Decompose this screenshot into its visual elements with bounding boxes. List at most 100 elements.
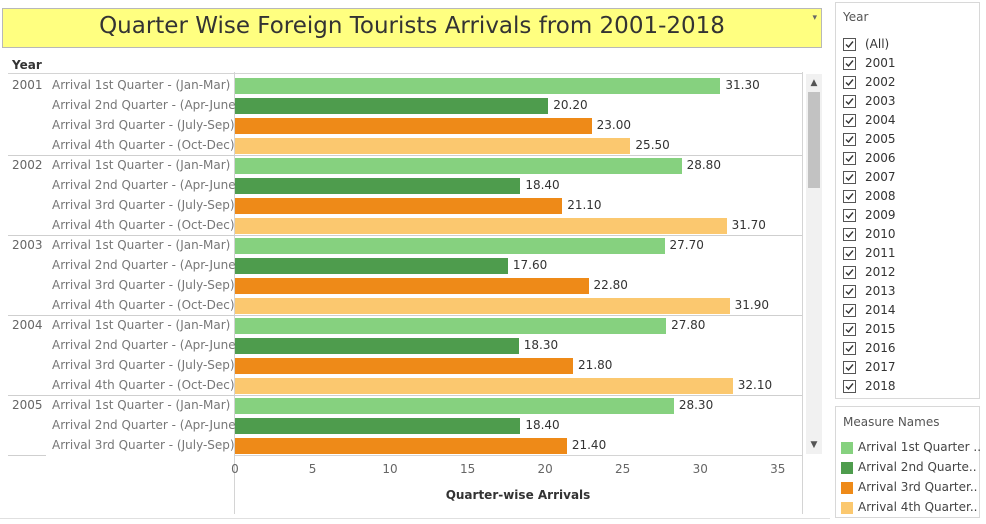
group-separator	[8, 455, 46, 456]
row-label: Arrival 1st Quarter - (Jan-Mar)	[52, 398, 231, 412]
checkbox[interactable]	[843, 304, 856, 317]
year-filter-label: 2003	[865, 94, 896, 108]
row-label: Arrival 4th Quarter - (Oct-Dec)	[52, 218, 235, 232]
checkbox[interactable]	[843, 76, 856, 89]
row-label: Arrival 2nd Quarter - (Apr-June)	[52, 338, 241, 352]
year-filter-label: 2013	[865, 284, 896, 298]
year-filter-label: 2009	[865, 208, 896, 222]
checkbox[interactable]	[843, 228, 856, 241]
bar-2003-q1[interactable]	[235, 238, 665, 254]
checkbox[interactable]	[843, 38, 856, 51]
year-filter-label: 2007	[865, 170, 896, 184]
checkbox[interactable]	[843, 247, 856, 260]
row-label: Arrival 3rd Quarter - (July-Sep)	[52, 198, 235, 212]
bar-2002-q3[interactable]	[235, 198, 563, 214]
bar-2001-q3[interactable]	[235, 118, 592, 134]
row-label: Arrival 4th Quarter - (Oct-Dec)	[52, 378, 235, 392]
row-label: Arrival 2nd Quarter - (Apr-June)	[52, 178, 241, 192]
legend-label: Arrival 4th Quarter..	[858, 500, 978, 514]
year-filter-label: 2001	[865, 56, 896, 70]
year-filter-label: 2015	[865, 322, 896, 336]
year-filter-label: 2017	[865, 360, 896, 374]
chart-scrollbar[interactable]: ▲ ▼	[806, 74, 822, 454]
bar-2001-q1[interactable]	[235, 78, 721, 94]
row-label: Arrival 4th Quarter - (Oct-Dec)	[52, 298, 235, 312]
checkbox[interactable]	[843, 380, 856, 393]
bar-2003-q3[interactable]	[235, 278, 589, 294]
checkbox[interactable]	[843, 171, 856, 184]
bar-value-label: 25.50	[635, 138, 670, 152]
bar-2004-q1[interactable]	[235, 318, 667, 334]
bar-2004-q4[interactable]	[235, 378, 733, 394]
group-separator	[8, 315, 802, 316]
bar-2005-q3[interactable]	[235, 438, 567, 454]
checkbox[interactable]	[843, 209, 856, 222]
plot-right-border	[802, 72, 803, 514]
scroll-thumb[interactable]	[808, 92, 820, 188]
checkbox[interactable]	[843, 95, 856, 108]
checkbox[interactable]	[843, 342, 856, 355]
bar-value-label: 31.30	[725, 78, 760, 92]
checkbox[interactable]	[843, 152, 856, 165]
bar-2002-q4[interactable]	[235, 218, 727, 234]
bar-value-label: 32.10	[737, 378, 773, 392]
legend-label: Arrival 3rd Quarter..	[858, 480, 978, 494]
checkbox[interactable]	[843, 190, 856, 203]
row-label: Arrival 3rd Quarter - (July-Sep)	[52, 358, 235, 372]
bar-2004-q2[interactable]	[235, 338, 519, 354]
year-filter-label: 2006	[865, 151, 896, 165]
checkbox[interactable]	[843, 57, 856, 70]
bar-value-label: 27.80	[671, 318, 706, 332]
scroll-up-icon[interactable]: ▲	[810, 78, 818, 88]
row-label: Arrival 2nd Quarter - (Apr-June)	[52, 418, 241, 432]
chart-bottom-border	[0, 518, 830, 519]
x-tick-label: 10	[382, 462, 398, 476]
bar-2002-q1[interactable]	[235, 158, 682, 174]
year-label-2003: 2003	[12, 238, 43, 252]
bar-2004-q3[interactable]	[235, 358, 574, 374]
checkbox[interactable]	[843, 323, 856, 336]
year-filter-label: 2002	[865, 75, 896, 89]
row-label: Arrival 1st Quarter - (Jan-Mar)	[52, 318, 231, 332]
bar-value-label: 28.80	[686, 158, 721, 172]
bar-2003-q2[interactable]	[235, 258, 508, 274]
x-tick-label: 5	[308, 462, 317, 476]
row-label: Arrival 1st Quarter - (Jan-Mar)	[52, 78, 231, 92]
legend-swatch	[841, 502, 853, 514]
legend-panel: Measure Names Arrival 1st Quarter .. Arri…	[835, 406, 981, 518]
bar-2001-q2[interactable]	[235, 98, 549, 114]
bar-2005-q1[interactable]	[235, 398, 674, 414]
year-filter-label: 2011	[865, 246, 896, 260]
bar-value-label: 21.40	[571, 438, 607, 452]
bar-2005-q2[interactable]	[235, 418, 521, 434]
row-header-year: Year	[12, 58, 42, 72]
group-separator	[8, 395, 802, 396]
checkbox[interactable]	[843, 361, 856, 374]
checkbox[interactable]	[843, 133, 856, 146]
year-label-2002: 2002	[12, 158, 43, 172]
bar-2001-q4[interactable]	[235, 138, 631, 154]
bar-value-label: 21.80	[578, 358, 613, 372]
x-axis-line	[234, 455, 802, 456]
bar-value-label: 31.70	[731, 218, 766, 232]
x-tick-label: 30	[692, 462, 708, 476]
scroll-down-icon[interactable]: ▼	[810, 440, 818, 450]
checkbox[interactable]	[843, 114, 856, 127]
row-label: Arrival 2nd Quarter - (Apr-June)	[52, 258, 241, 272]
year-filter-label: 2014	[865, 303, 896, 317]
title-menu-icon[interactable]: ▾	[812, 13, 817, 23]
bar-value-label: 28.30	[678, 398, 714, 412]
bar-2003-q4[interactable]	[235, 298, 730, 314]
chart-title: Quarter Wise Foreign Tourists Arrivals f…	[99, 13, 725, 39]
x-axis-title: Quarter-wise Arrivals	[445, 488, 591, 502]
row-label: Arrival 2nd Quarter - (Apr-June)	[52, 98, 241, 112]
checkbox[interactable]	[843, 266, 856, 279]
year-filter-label: 2005	[865, 132, 896, 146]
bar-value-label: 18.40	[525, 418, 560, 432]
x-tick-label: 15	[459, 462, 476, 476]
legend-title: Measure Names	[843, 415, 940, 429]
bar-2002-q2[interactable]	[235, 178, 521, 194]
x-tick-label: 0	[231, 462, 239, 476]
chart-title-box: Quarter Wise Foreign Tourists Arrivals f…	[2, 8, 822, 48]
checkbox[interactable]	[843, 285, 856, 298]
